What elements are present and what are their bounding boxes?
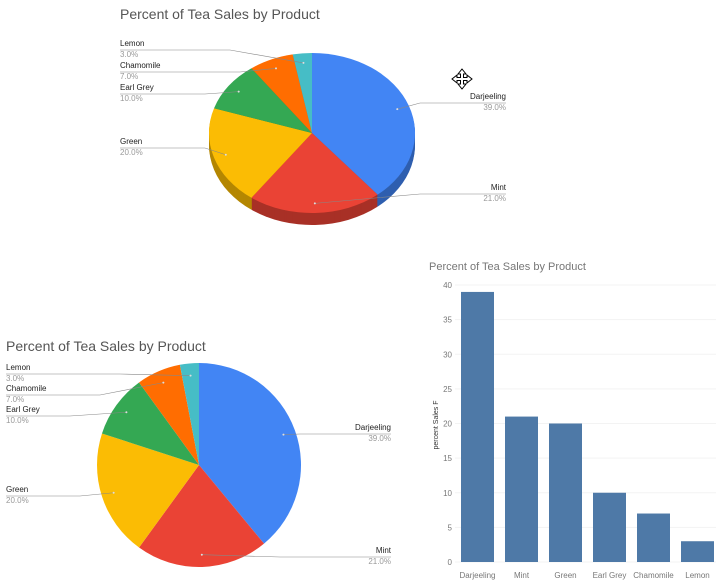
bar-chamomile: [637, 513, 670, 562]
pie-slice-darjeeling: [312, 53, 415, 195]
pie-slice-lemon: [179, 363, 199, 465]
slice-label: Earl Grey: [6, 405, 40, 414]
pie-slice-mint: [251, 133, 378, 214]
x-tick-label: Chamomile: [633, 571, 674, 580]
pie-slice-lemon: [292, 53, 312, 133]
slice-label: Green: [6, 485, 28, 494]
slice-label: Lemon: [120, 39, 144, 48]
slice-value: 7.0%: [6, 395, 24, 404]
slice-value: 20.0%: [6, 496, 29, 505]
y-tick-label: 10: [443, 489, 452, 498]
slice-value: 39.0%: [483, 103, 506, 112]
slice-value: 39.0%: [368, 434, 391, 443]
pie-slice-earl-grey: [214, 68, 312, 133]
x-tick-label: Green: [554, 571, 576, 580]
x-tick-label: Earl Grey: [593, 571, 627, 580]
pie-slice-mint: [139, 465, 265, 567]
x-tick-label: Darjeeling: [459, 571, 495, 580]
pie-slice-darjeeling: [199, 362, 302, 544]
leader-line: [120, 49, 304, 64]
slice-value: 21.0%: [483, 194, 506, 203]
pie-slice-green: [209, 108, 312, 198]
leader-line: [314, 193, 506, 204]
y-tick-label: 15: [443, 454, 452, 463]
leader-line: [120, 147, 226, 156]
leader-line: [6, 411, 127, 417]
slice-label: Chamomile: [120, 61, 161, 70]
y-tick-label: 30: [443, 350, 452, 359]
leader-dot: [189, 374, 192, 377]
slice-label: Mint: [376, 546, 392, 555]
pie-chart-1: Darjeeling 39.0% Mint 21.0% Green 20.0% Earl G…: [120, 39, 507, 225]
leader-line: [6, 492, 114, 497]
leader-dot: [313, 202, 316, 205]
slice-value: 20.0%: [120, 148, 143, 157]
slice-label: Earl Grey: [120, 83, 154, 92]
bar-lemon: [681, 541, 714, 562]
bar-darjeeling: [461, 291, 494, 562]
slice-label: Darjeeling: [470, 92, 506, 101]
slice-value: 10.0%: [6, 416, 29, 425]
leader-line: [120, 68, 277, 73]
leader-line: [6, 382, 164, 396]
leader-line: [6, 373, 191, 376]
x-tick-label: Lemon: [685, 571, 709, 580]
leader-dot: [200, 553, 203, 556]
chart-title: Percent of Tea Sales by Product: [429, 261, 586, 273]
slice-label: Lemon: [6, 363, 30, 372]
leader-dot: [125, 411, 128, 414]
slice-value: 21.0%: [368, 557, 391, 566]
slice-label: Mint: [491, 183, 507, 192]
y-axis-label: percent Sales F: [433, 400, 440, 449]
slice-label: Green: [120, 137, 142, 146]
leader-dot: [162, 381, 165, 384]
leader-dot: [275, 67, 278, 70]
move-cursor-icon: [451, 68, 473, 90]
slice-value: 3.0%: [6, 374, 24, 383]
leader-line: [120, 91, 239, 95]
y-tick-label: 5: [448, 523, 453, 532]
leader-dot: [237, 90, 240, 93]
leader-dot: [112, 491, 115, 494]
y-tick-label: 20: [443, 420, 452, 429]
slice-value: 7.0%: [120, 72, 138, 81]
y-tick-label: 35: [443, 316, 452, 325]
leader-dot: [282, 433, 285, 436]
pie-slice-earl-grey: [101, 382, 199, 465]
pie-slice-green: [97, 433, 199, 548]
leader-dot: [224, 153, 227, 156]
chart-title: Percent of Tea Sales by Product: [120, 6, 320, 22]
leader-line: [397, 102, 506, 110]
slice-value: 10.0%: [120, 94, 143, 103]
bar-green: [549, 423, 582, 562]
bar-chart: Percent of Tea Sales by Product 0 5 10 15 20 2…: [429, 261, 716, 580]
pie-slice-chamomile: [251, 54, 312, 133]
bar-earl-grey: [593, 492, 626, 562]
y-tick-label: 25: [443, 385, 452, 394]
pie-slice-chamomile: [139, 364, 199, 465]
leader-dot: [396, 108, 399, 111]
x-tick-label: Mint: [514, 571, 530, 580]
leader-line: [283, 433, 391, 435]
y-tick-label: 40: [443, 281, 452, 290]
bar-mint: [505, 416, 538, 562]
slice-label: Darjeeling: [355, 423, 391, 432]
leader-dot: [302, 61, 305, 64]
pie-chart-2: Darjeeling 39.0% Mint 21.0% Green 20.0% Earl G…: [6, 362, 392, 567]
chart-title: Percent of Tea Sales by Product: [6, 338, 206, 354]
leader-line: [201, 554, 391, 558]
slice-value: 3.0%: [120, 50, 138, 59]
y-tick-label: 0: [448, 558, 453, 567]
slice-label: Chamomile: [6, 384, 47, 393]
